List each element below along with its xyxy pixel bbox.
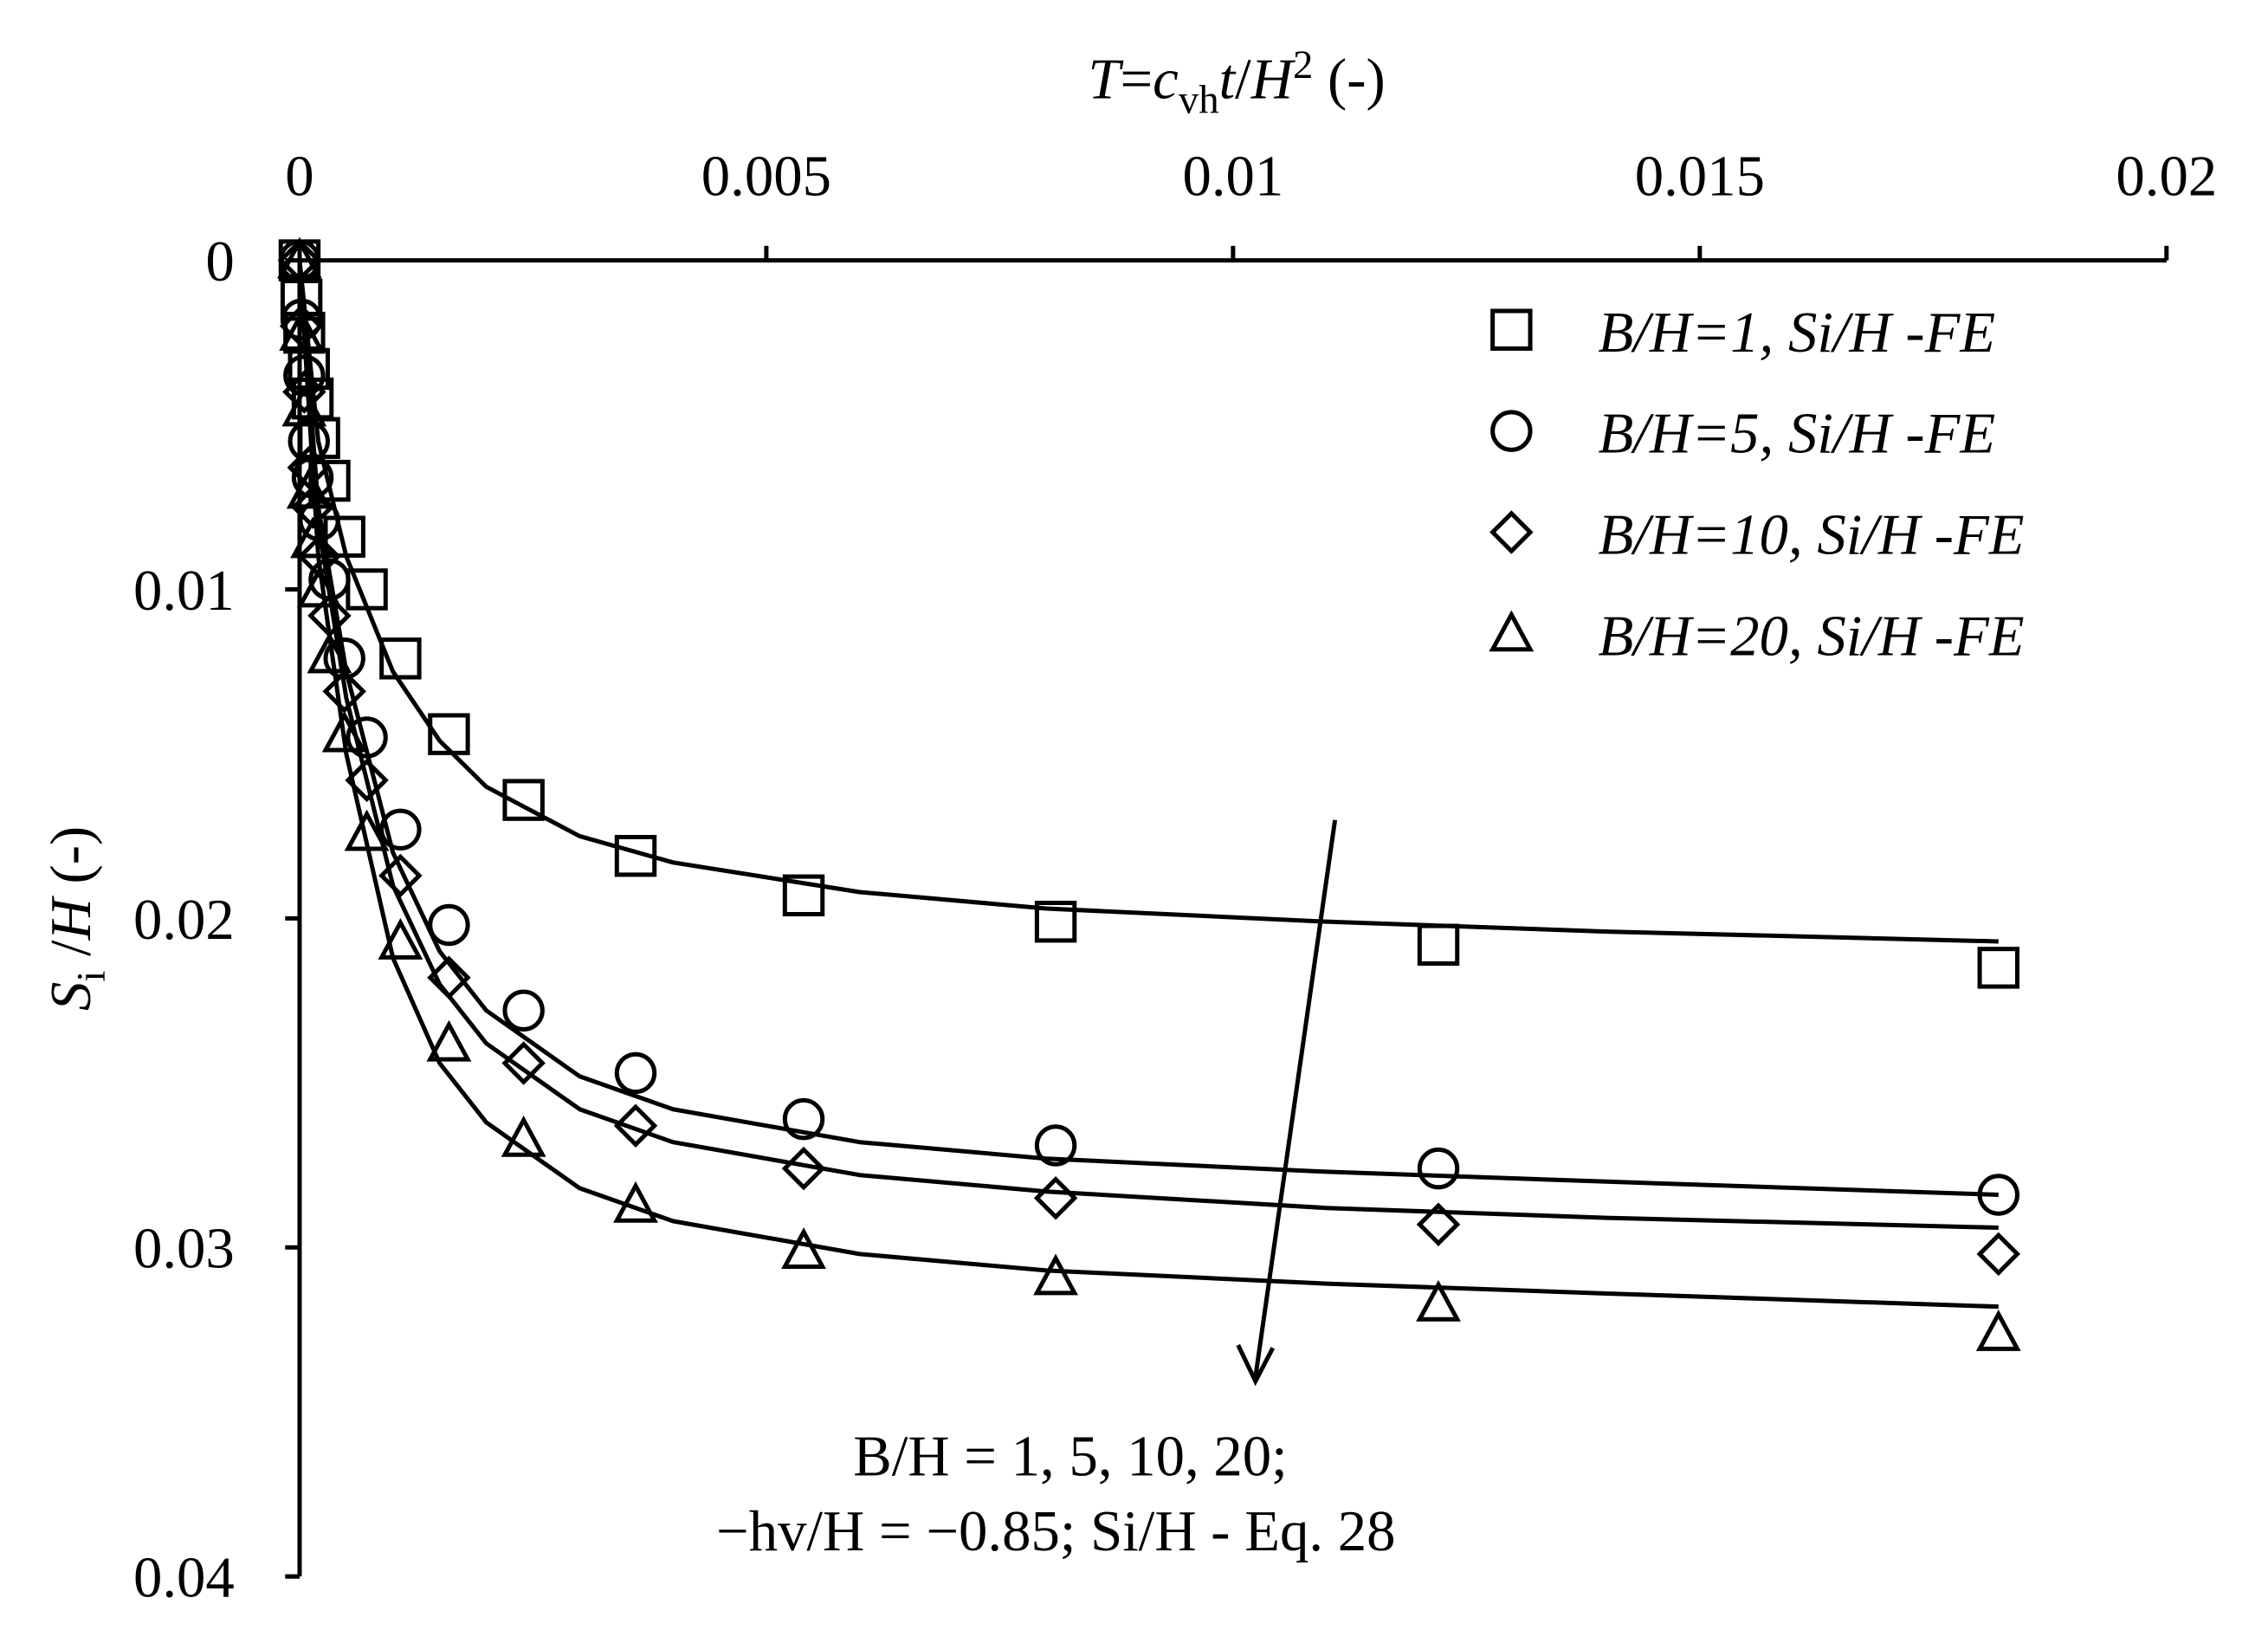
- y-title-part: i: [69, 971, 114, 982]
- data-point: [428, 903, 470, 947]
- arrow-head: [1236, 1343, 1276, 1387]
- data-point: [613, 1181, 658, 1223]
- data-point: [1033, 1253, 1078, 1296]
- data-point: [1977, 947, 2019, 989]
- data-point: [346, 568, 388, 611]
- y-title-part: (-): [39, 826, 103, 898]
- x-axis-title: T=cvht/H2 (-): [1088, 42, 1385, 122]
- data-point: [296, 566, 342, 608]
- legend-marker: [1490, 308, 1533, 351]
- data-point: [1033, 1176, 1078, 1220]
- y-title-part: /: [39, 940, 103, 971]
- x-title-part: vh: [1179, 77, 1219, 122]
- data-point: [614, 1051, 657, 1095]
- data-point: [282, 370, 326, 414]
- data-point: [287, 445, 332, 490]
- data-point: [1977, 1174, 2019, 1216]
- y-tick-label: 0.02: [133, 888, 235, 952]
- legend-label: B/H=5, Si/H -FE: [1599, 402, 1996, 466]
- data-point: [1975, 1310, 2021, 1351]
- data-point: [321, 710, 367, 753]
- data-point: [286, 467, 332, 509]
- data-point: [1417, 923, 1460, 966]
- fit-curve: [297, 260, 1999, 1230]
- data-point: [502, 779, 545, 821]
- legend-marker: [1489, 610, 1535, 652]
- legend-label: B/H=10, Si/H -FE: [1599, 503, 2025, 567]
- y-tick-label: 0.01: [133, 559, 235, 623]
- data-point: [290, 516, 335, 559]
- x-tick-label: 0: [285, 144, 313, 208]
- data-point: [379, 637, 422, 680]
- x-tick-label: 0.005: [701, 144, 831, 208]
- data-point: [782, 874, 825, 917]
- fit-curve: [297, 260, 1999, 1310]
- data-point: [1416, 1279, 1461, 1322]
- data-point: [345, 758, 389, 803]
- x-title-part: H: [1250, 48, 1296, 112]
- data-point: [501, 1041, 546, 1085]
- data-point: [614, 834, 657, 877]
- x-title-part: c: [1153, 48, 1179, 112]
- data-point: [1976, 1232, 2021, 1277]
- legend-marker: [1490, 410, 1533, 452]
- data-point: [378, 853, 423, 898]
- data-point: [1416, 1202, 1461, 1246]
- data-point: [322, 669, 366, 714]
- annotation: −hv/H = −0.85; Si/H - Eq. 28: [716, 1499, 1396, 1563]
- fit-curve: [297, 260, 1999, 1198]
- x-title-part: T: [1088, 48, 1124, 112]
- x-title-part: /: [1235, 48, 1251, 112]
- data-point: [279, 309, 325, 352]
- data-point: [308, 459, 351, 502]
- y-title-part: S: [39, 982, 103, 1011]
- y-tick-label: 0.04: [133, 1546, 235, 1610]
- x-title-part: 2: [1293, 42, 1313, 87]
- x-tick-label: 0.02: [2116, 144, 2217, 208]
- y-tick-label: 0: [205, 230, 234, 294]
- data-point: [1417, 1147, 1460, 1190]
- data-point: [378, 918, 423, 960]
- data-point: [781, 1227, 826, 1269]
- data-point: [781, 1146, 826, 1191]
- data-point: [379, 808, 422, 851]
- x-tick-label: 0.015: [1635, 144, 1765, 208]
- annotation: B/H = 1, 5, 10, 20;: [853, 1424, 1287, 1488]
- data-point: [1034, 1124, 1077, 1167]
- data-point: [428, 713, 470, 755]
- legend-label: B/H=20, Si/H -FE: [1599, 604, 2025, 668]
- x-tick-label: 0.01: [1182, 144, 1283, 208]
- data-point: [346, 716, 388, 759]
- data-point: [1034, 900, 1077, 943]
- data-point: [344, 809, 390, 851]
- x-title-part: =: [1121, 48, 1153, 112]
- data-point: [307, 631, 352, 674]
- data-point: [501, 1115, 546, 1157]
- y-axis-title: Si /H (-): [39, 826, 114, 1011]
- data-point: [782, 1097, 825, 1141]
- legend-label: B/H=1, Si/H -FE: [1599, 301, 1996, 365]
- data-point: [613, 1103, 658, 1148]
- y-title-part: H: [39, 895, 103, 941]
- data-point: [426, 1019, 472, 1062]
- data-point: [281, 385, 327, 427]
- data-point: [279, 304, 324, 348]
- legend-marker: [1489, 510, 1534, 554]
- trend-arrow: [1253, 819, 1338, 1378]
- data-point: [277, 236, 322, 279]
- x-title-part: (-): [1313, 48, 1385, 112]
- data-point: [502, 989, 545, 1032]
- data-point: [427, 955, 471, 1000]
- x-title-part: t: [1219, 48, 1237, 112]
- y-tick-label: 0.03: [133, 1217, 235, 1281]
